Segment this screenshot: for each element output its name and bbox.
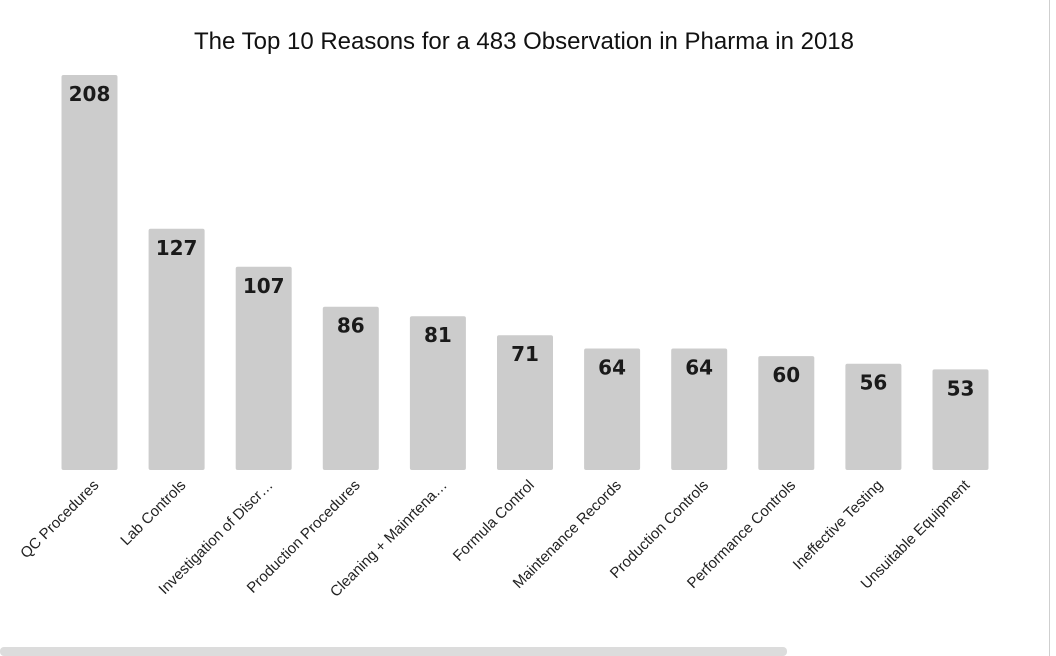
- bar-value-label-8: 60: [772, 363, 800, 387]
- bar-9: [845, 363, 902, 470]
- bar-5: [497, 335, 553, 470]
- bar-7: [671, 348, 728, 470]
- bar-value-label-4: 81: [424, 323, 452, 347]
- bar-value-label-5: 71: [511, 342, 539, 366]
- x-tick-label-9: Ineffective Testing: [790, 477, 887, 574]
- bars-group: [61, 75, 989, 470]
- x-tick-label-1: Lab Controls: [117, 477, 189, 549]
- bar-0: [61, 75, 118, 470]
- bar-value-label-1: 127: [156, 236, 198, 260]
- bar-value-label-7: 64: [685, 356, 713, 380]
- value-labels-group: 208 127 107 86 81 71 64 64 60 56 53: [69, 82, 975, 400]
- bar-value-label-9: 56: [859, 371, 887, 395]
- bar-1: [148, 228, 205, 470]
- chart-title: The Top 10 Reasons for a 483 Observation…: [194, 28, 854, 55]
- bar-8: [758, 356, 815, 470]
- panel-edge: [1049, 0, 1050, 656]
- bar-10: [932, 369, 989, 470]
- bar-value-label-6: 64: [598, 356, 626, 380]
- bar-value-label-3: 86: [337, 314, 365, 338]
- bar-6: [584, 348, 641, 470]
- bar-3: [322, 306, 379, 470]
- bar-value-label-0: 208: [69, 82, 111, 106]
- horizontal-scrollbar[interactable]: [0, 647, 787, 656]
- x-tick-label-0: QC Procedures: [17, 477, 102, 562]
- x-tick-label-7: Production Controls: [607, 477, 712, 582]
- bar-2: [235, 266, 292, 470]
- bar-value-label-2: 107: [243, 274, 285, 298]
- bar-4: [409, 316, 466, 470]
- x-tick-label-5: Formula Control: [450, 477, 538, 565]
- bar-value-label-10: 53: [947, 376, 975, 400]
